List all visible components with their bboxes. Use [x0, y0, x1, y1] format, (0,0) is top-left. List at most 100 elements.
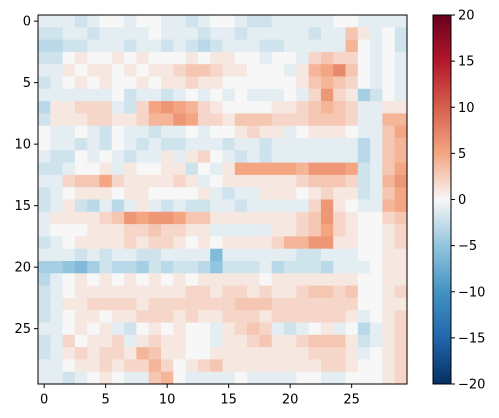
- heatmap-cell: [197, 322, 211, 336]
- heatmap-cell: [308, 174, 322, 188]
- heatmap-cell: [99, 347, 113, 360]
- heatmap-cell: [296, 236, 310, 250]
- heatmap-cell: [370, 347, 383, 360]
- heatmap-cell: [259, 297, 273, 311]
- heatmap-cell: [247, 273, 260, 287]
- heatmap-cell: [345, 88, 359, 102]
- heatmap-cell: [271, 199, 285, 213]
- heatmap-cell: [210, 64, 224, 78]
- heatmap-cell: [136, 261, 150, 274]
- heatmap-cell: [222, 273, 236, 287]
- heatmap-cell: [320, 113, 334, 127]
- heatmap-cell: [210, 76, 224, 90]
- heatmap-cell: [148, 150, 162, 164]
- heatmap-cell: [247, 51, 260, 65]
- heatmap-cell: [111, 371, 125, 385]
- heatmap-cell: [284, 261, 297, 274]
- heatmap-cell: [148, 261, 162, 274]
- heatmap-cell: [124, 187, 137, 201]
- heatmap-cell: [87, 64, 101, 78]
- heatmap-cell: [308, 113, 322, 127]
- heatmap-cell: [222, 310, 236, 324]
- heatmap-cell: [394, 39, 408, 53]
- heatmap-cell: [271, 310, 285, 324]
- heatmap-cell: [394, 174, 408, 188]
- heatmap-cell: [136, 27, 150, 41]
- heatmap-cell: [124, 248, 137, 262]
- heatmap-cell: [357, 76, 371, 90]
- heatmap-cell: [308, 150, 322, 164]
- heatmap-cell: [382, 76, 396, 90]
- heatmap-cell: [259, 15, 273, 28]
- heatmap-cell: [333, 211, 347, 225]
- heatmap-cell: [124, 162, 137, 176]
- heatmap-cell: [74, 261, 88, 274]
- colorbar-tick-label: 5: [458, 147, 466, 162]
- heatmap-cell: [247, 297, 260, 311]
- heatmap-cell: [284, 113, 297, 127]
- heatmap-cell: [210, 310, 224, 324]
- heatmap-cell: [148, 101, 162, 114]
- heatmap-cell: [210, 187, 224, 201]
- heatmap-cell: [74, 51, 88, 65]
- heatmap-cell: [222, 261, 236, 274]
- heatmap-cell: [394, 101, 408, 114]
- heatmap-cell: [50, 15, 64, 28]
- heatmap-cell: [87, 76, 101, 90]
- heatmap-cell: [284, 150, 297, 164]
- heatmap-cell: [74, 285, 88, 299]
- heatmap-cell: [161, 322, 174, 336]
- heatmap-cell: [259, 113, 273, 127]
- heatmap-cell: [185, 347, 199, 360]
- heatmap-cell: [320, 101, 334, 114]
- heatmap-cell: [148, 224, 162, 237]
- heatmap-cell: [99, 138, 113, 151]
- heatmap-cell: [124, 76, 137, 90]
- heatmap-cell: [161, 211, 174, 225]
- heatmap-cell: [210, 113, 224, 127]
- heatmap-cell: [259, 101, 273, 114]
- heatmap-cell: [394, 27, 408, 41]
- heatmap-cell: [284, 125, 297, 139]
- heatmap-cell: [87, 224, 101, 237]
- heatmap-cell: [382, 125, 396, 139]
- heatmap-cell: [284, 371, 297, 385]
- heatmap-cell: [87, 310, 101, 324]
- heatmap-cell: [173, 150, 187, 164]
- heatmap-cell: [394, 51, 408, 65]
- heatmap-cell: [111, 187, 125, 201]
- heatmap-cell: [247, 101, 260, 114]
- heatmap-cell: [197, 15, 211, 28]
- heatmap-cell: [222, 322, 236, 336]
- heatmap-cell: [247, 310, 260, 324]
- heatmap-cell: [271, 51, 285, 65]
- heatmap-cell: [38, 76, 51, 90]
- heatmap-cell: [308, 76, 322, 90]
- heatmap-cell: [320, 27, 334, 41]
- heatmap-cell: [197, 285, 211, 299]
- colorbar-tick-label: −5: [458, 239, 477, 254]
- heatmap-cell: [62, 113, 76, 127]
- heatmap-cell: [197, 224, 211, 237]
- heatmap-cell: [197, 88, 211, 102]
- heatmap-cell: [210, 347, 224, 360]
- heatmap-cell: [234, 371, 248, 385]
- heatmap-cell: [62, 261, 76, 274]
- heatmap-cell: [284, 15, 297, 28]
- heatmap-cell: [345, 347, 359, 360]
- heatmap-cell: [345, 359, 359, 373]
- heatmap-cell: [185, 261, 199, 274]
- heatmap-cell: [50, 51, 64, 65]
- heatmap-cell: [333, 174, 347, 188]
- heatmap-cell: [111, 64, 125, 78]
- heatmap-cell: [247, 162, 260, 176]
- heatmap-cell: [382, 310, 396, 324]
- heatmap-cell: [185, 51, 199, 65]
- heatmap-cell: [136, 51, 150, 65]
- heatmap-cell: [234, 359, 248, 373]
- heatmap-cell: [161, 162, 174, 176]
- heatmap-cell: [284, 88, 297, 102]
- heatmap-cell: [296, 347, 310, 360]
- heatmap-cell: [259, 199, 273, 213]
